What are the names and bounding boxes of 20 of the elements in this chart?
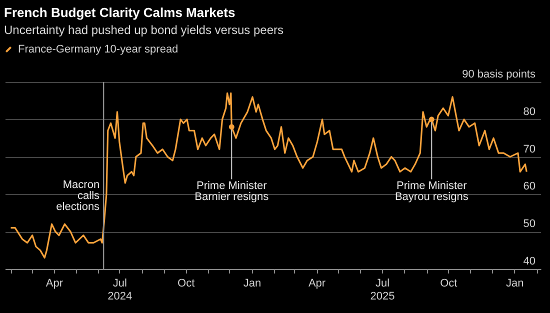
y-tick-label: 40 xyxy=(523,256,536,268)
x-tick-label: Jan xyxy=(506,278,524,290)
y-tick-label: 90 basis points xyxy=(462,68,536,80)
legend-label: France-Germany 10-year spread xyxy=(18,44,178,56)
x-tick-label: Oct xyxy=(178,278,195,290)
y-tick-label: 50 xyxy=(523,218,536,230)
x-tick-label: Oct xyxy=(440,278,458,290)
y-tick-label: 80 xyxy=(523,106,536,118)
x-tick-label: Jan xyxy=(243,278,262,290)
ref-line-label: Macron calls elections xyxy=(56,178,100,213)
x-tick-label: Apr xyxy=(308,278,326,290)
annotation: Prime Minister Barnier resigns xyxy=(194,180,270,204)
x-tick-label: Jul 2024 xyxy=(108,278,132,302)
chart-subtitle: Uncertainty had pushed up bond yields versus peers xyxy=(4,23,284,37)
chart-title: French Budget Clarity Calms Markets xyxy=(4,5,236,20)
y-tick-label: 60 xyxy=(523,180,536,193)
annotation: Prime Minister Bayrou resigns xyxy=(394,180,469,204)
x-tick-label: Jul 2025 xyxy=(370,278,395,302)
y-tick-label: 70 xyxy=(523,143,536,156)
x-tick-label: Apr xyxy=(46,278,64,290)
